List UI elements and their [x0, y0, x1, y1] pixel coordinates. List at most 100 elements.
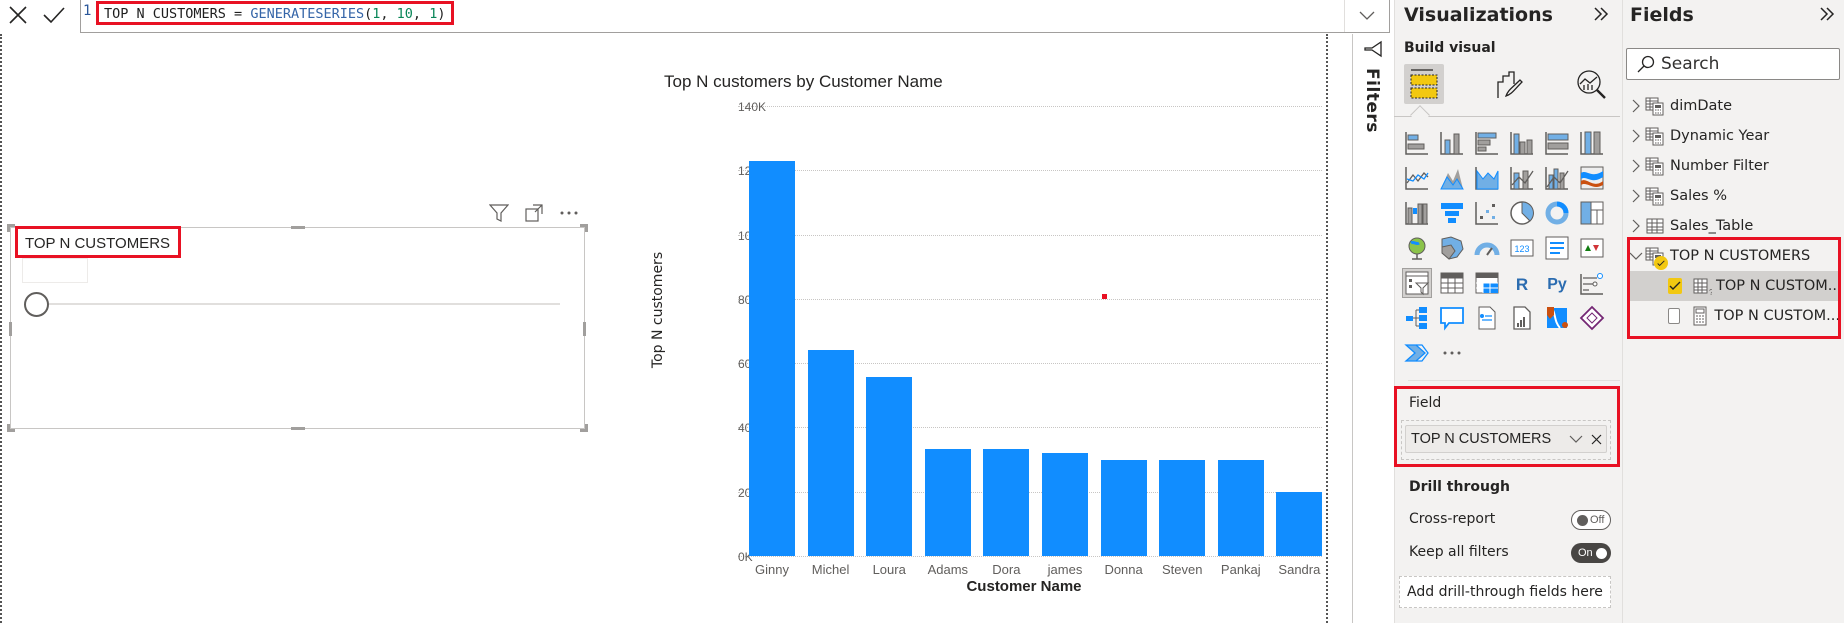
- viz-100-stacked-column-button[interactable]: [1577, 128, 1607, 158]
- viz-line-clustered-column-button[interactable]: [1542, 163, 1572, 193]
- visual-filter-button[interactable]: [487, 203, 511, 223]
- slicer-track[interactable]: [40, 303, 560, 305]
- viz-stacked-bar-button[interactable]: [1402, 128, 1432, 158]
- tab-build-visual[interactable]: [1404, 64, 1444, 104]
- viz-kpi-button[interactable]: [1577, 233, 1607, 263]
- viz-map-button[interactable]: [1402, 233, 1432, 263]
- viz-100-stacked-bar-button[interactable]: [1542, 128, 1572, 158]
- formula-editor[interactable]: [80, 0, 1390, 33]
- focus-mode-button[interactable]: [522, 203, 546, 223]
- filters-pane-collapsed[interactable]: [1352, 34, 1394, 623]
- expand-toggle[interactable]: [1628, 159, 1644, 173]
- resize-handle[interactable]: [585, 424, 588, 432]
- resize-handle[interactable]: [291, 427, 305, 430]
- resize-handle[interactable]: [7, 224, 10, 232]
- viz-key-influencers-button[interactable]: [1577, 268, 1607, 298]
- viz-qa-button[interactable]: [1437, 303, 1467, 333]
- formula-code[interactable]: TOP N CUSTOMERS = GENERATESERIES(1, 10, …: [96, 1, 455, 25]
- bar-james[interactable]: [1042, 453, 1088, 556]
- resize-handle[interactable]: [7, 429, 15, 432]
- viz-donut-button[interactable]: [1542, 198, 1572, 228]
- viz-card-button[interactable]: 123: [1507, 233, 1537, 263]
- tab-format-visual[interactable]: [1490, 64, 1530, 104]
- viz-area-button[interactable]: [1437, 163, 1467, 193]
- viz-paginated-report-button[interactable]: [1507, 303, 1537, 333]
- bar-sandra[interactable]: [1276, 491, 1323, 556]
- viz-scatter-button[interactable]: [1472, 198, 1502, 228]
- expand-toggle[interactable]: [1628, 219, 1644, 233]
- expand-toggle[interactable]: [1628, 189, 1644, 203]
- field-table-sales-[interactable]: Sales %: [1628, 181, 1840, 211]
- field-table-dynamic-year[interactable]: Dynamic Year: [1628, 121, 1840, 151]
- keep-all-filters-toggle[interactable]: On: [1571, 543, 1611, 563]
- expand-formula-button[interactable]: [1344, 0, 1388, 32]
- drill-through-dropzone[interactable]: Add drill-through fields here: [1399, 576, 1611, 608]
- viz-decomposition-tree-button[interactable]: [1402, 303, 1432, 333]
- more-options-button[interactable]: [557, 203, 581, 223]
- viz-funnel-button[interactable]: [1437, 198, 1467, 228]
- collapse-visualizations-button[interactable]: [1592, 4, 1610, 28]
- field-item[interactable]: TOP N CUSTOM...: [1628, 301, 1840, 331]
- slicer-thumb[interactable]: [24, 292, 49, 317]
- resize-handle[interactable]: [583, 322, 586, 336]
- field-checkbox[interactable]: [1668, 308, 1681, 324]
- viz-power-automate-button[interactable]: [1402, 338, 1432, 368]
- filters-label[interactable]: Filters: [1362, 68, 1382, 133]
- viz-gauge-button[interactable]: [1472, 233, 1502, 263]
- search-input[interactable]: [1661, 54, 1831, 74]
- bar-loura[interactable]: [866, 377, 913, 556]
- viz-power-apps-button[interactable]: [1577, 303, 1607, 333]
- slicer-visual[interactable]: [7, 224, 588, 432]
- cross-report-toggle[interactable]: Off: [1571, 510, 1611, 530]
- viz-azure-map-button[interactable]: [1542, 303, 1572, 333]
- resize-handle[interactable]: [7, 424, 10, 432]
- resize-handle[interactable]: [580, 224, 588, 227]
- field-pill-dropdown-button[interactable]: [1566, 429, 1586, 449]
- field-checkbox[interactable]: [1668, 278, 1682, 294]
- field-pill-remove-button[interactable]: [1586, 429, 1606, 449]
- bar-dora[interactable]: [983, 449, 1030, 556]
- tab-analytics[interactable]: [1571, 64, 1611, 104]
- collapse-fields-button[interactable]: [1818, 4, 1836, 28]
- expand-toggle[interactable]: [1628, 251, 1644, 261]
- viz-table-button[interactable]: [1437, 268, 1467, 298]
- viz-waterfall-button[interactable]: [1402, 198, 1432, 228]
- bar-pankaj[interactable]: [1217, 460, 1264, 556]
- resize-handle[interactable]: [9, 322, 12, 336]
- commit-formula-button[interactable]: [36, 0, 72, 30]
- viz-stacked-column-button[interactable]: [1437, 128, 1467, 158]
- field-table-top-n-customers[interactable]: TOP N CUSTOMERS: [1628, 241, 1840, 271]
- field-item[interactable]: ? TOP N CUSTOM...: [1628, 271, 1842, 301]
- slicer-value-input[interactable]: [22, 258, 88, 283]
- viz-treemap-button[interactable]: [1577, 198, 1607, 228]
- viz-clustered-bar-button[interactable]: [1472, 128, 1502, 158]
- viz-line-stacked-column-button[interactable]: [1507, 163, 1537, 193]
- viz-pie-button[interactable]: [1507, 198, 1537, 228]
- field-table-sales-table[interactable]: Sales_Table: [1628, 211, 1840, 241]
- viz-line-button[interactable]: [1402, 163, 1432, 193]
- field-well-dropzone[interactable]: [1401, 420, 1611, 460]
- expand-toggle[interactable]: [1628, 99, 1644, 113]
- bar-ginny[interactable]: [749, 160, 795, 556]
- field-well-pill[interactable]: TOP N CUSTOMERS: [1405, 425, 1607, 453]
- viz-r-visual-button[interactable]: R: [1507, 268, 1537, 298]
- viz-ribbon-button[interactable]: [1577, 163, 1607, 193]
- bar-steven[interactable]: [1159, 460, 1206, 556]
- resize-handle[interactable]: [291, 226, 305, 229]
- viz-slicer-button[interactable]: [1402, 268, 1432, 298]
- viz-more-visuals-button[interactable]: [1437, 338, 1467, 368]
- viz-python-visual-button[interactable]: Py: [1542, 268, 1572, 298]
- viz-clustered-column-button[interactable]: [1507, 128, 1537, 158]
- bar-adams[interactable]: [924, 449, 971, 556]
- field-table-number-filter[interactable]: Number Filter: [1628, 151, 1840, 181]
- resize-handle[interactable]: [585, 224, 588, 232]
- fields-search-box[interactable]: [1626, 48, 1840, 80]
- filters-expand-button[interactable]: [1364, 40, 1382, 62]
- viz-stacked-area-button[interactable]: [1472, 163, 1502, 193]
- viz-filled-map-button[interactable]: [1437, 233, 1467, 263]
- cancel-formula-button[interactable]: [0, 0, 36, 30]
- resize-handle[interactable]: [580, 429, 588, 432]
- bar-michel[interactable]: [807, 350, 854, 556]
- viz-multi-row-card-button[interactable]: [1542, 233, 1572, 263]
- viz-smart-narrative-button[interactable]: [1472, 303, 1502, 333]
